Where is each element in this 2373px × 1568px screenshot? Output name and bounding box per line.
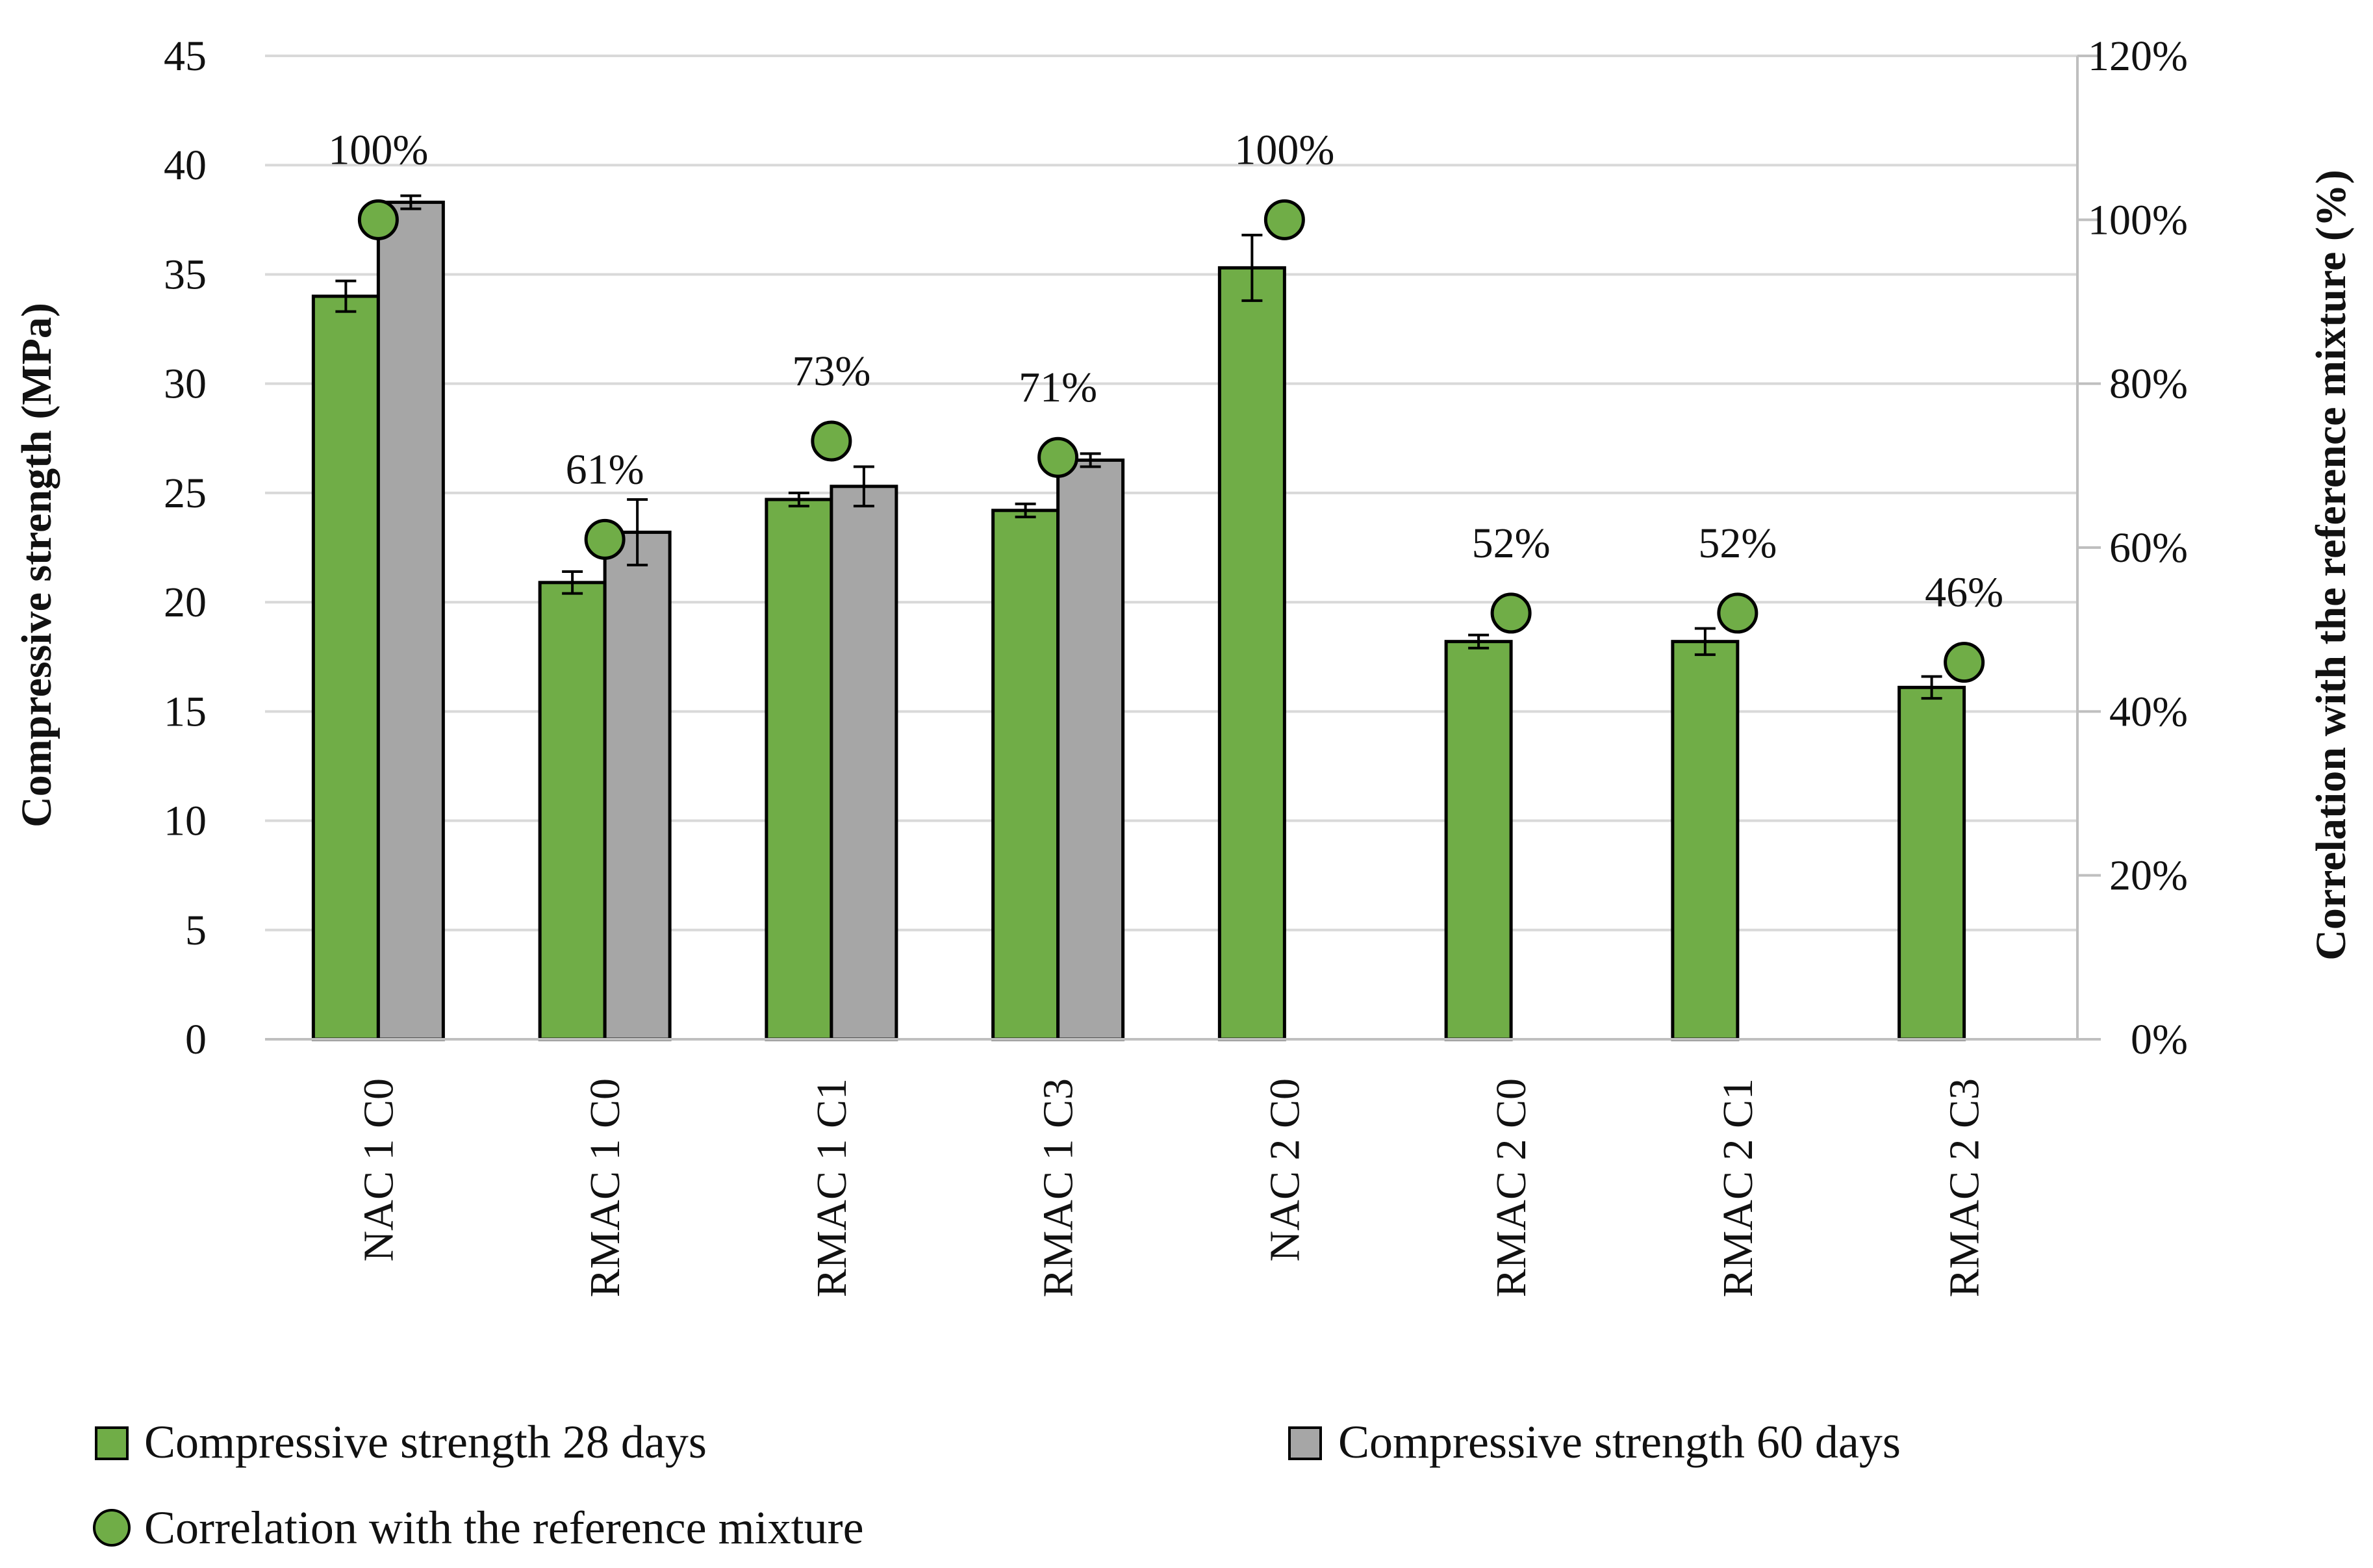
x-category-label: NAC 2 C0 <box>1261 1078 1308 1261</box>
bar-28-days <box>1671 640 1740 1041</box>
y-axis-right-title: Correlation with the reference mixture (… <box>2307 170 2355 961</box>
y-tick-label: 30 <box>164 360 207 408</box>
correlation-label: 71% <box>1019 364 1097 411</box>
x-category-label: RMAC 1 C1 <box>808 1078 856 1297</box>
y2-tick-label: 100% <box>2088 196 2188 244</box>
y-axis-left-ticks: 0 5 10 15 20 25 30 35 40 45 <box>164 32 207 1063</box>
gridlines <box>265 55 2077 931</box>
correlation-markers <box>357 199 1985 683</box>
legend-label-28-days: Compressive strength 28 days <box>144 1416 707 1468</box>
error-bars <box>335 194 1942 700</box>
correlation-marker <box>584 518 626 560</box>
bar-28-days <box>1217 266 1286 1041</box>
legend-item-28-days: Compressive strength 28 days <box>95 1416 707 1468</box>
bar-28-days <box>311 294 380 1041</box>
correlation-label: 100% <box>328 126 428 173</box>
x-category-label: RMAC 2 C1 <box>1714 1078 1762 1297</box>
y-tick-label: 10 <box>164 798 207 845</box>
correlation-marker <box>1490 592 1532 634</box>
legend: Compressive strength 28 days Compressive… <box>93 1416 1901 1554</box>
bars <box>311 200 1966 1041</box>
legend-swatch-60-days <box>1288 1426 1322 1460</box>
y-tick-label: 15 <box>164 688 207 735</box>
correlation-data-labels: 100% 61% 73% 71% 100% 52% 52% 46% <box>328 126 2003 616</box>
y-tick-label: 35 <box>164 251 207 298</box>
legend-marker-correlation <box>93 1509 131 1547</box>
correlation-label: 52% <box>1472 520 1551 567</box>
correlation-marker <box>357 199 399 240</box>
x-category-label: RMAC 1 C0 <box>581 1078 629 1297</box>
bar-60-days <box>376 200 445 1041</box>
y-tick-label: 20 <box>164 579 207 626</box>
correlation-label: 61% <box>566 446 644 493</box>
legend-item-correlation: Correlation with the reference mixture <box>93 1502 864 1554</box>
correlation-label: 73% <box>792 348 870 395</box>
bar-28-days <box>1897 685 1966 1041</box>
y2-tick-label: 0% <box>2131 1016 2188 1063</box>
bar-28-days <box>1444 640 1513 1041</box>
legend-label-60-days: Compressive strength 60 days <box>1338 1416 1901 1468</box>
legend-swatch-28-days <box>95 1426 129 1460</box>
correlation-marker <box>1944 642 1985 683</box>
bar-60-days <box>830 485 898 1041</box>
y-tick-label: 40 <box>164 142 207 189</box>
x-category-label: RMAC 1 C3 <box>1035 1078 1082 1297</box>
y2-tick-label: 80% <box>2109 360 2188 408</box>
y2-tick-label: 40% <box>2109 688 2188 735</box>
correlation-label: 46% <box>1925 569 2003 616</box>
correlation-label: 100% <box>1234 126 1334 173</box>
y-tick-label: 5 <box>185 907 207 954</box>
x-category-label: RMAC 2 C0 <box>1488 1078 1535 1297</box>
y-axis-left-title: Compressive strength (MPa) <box>13 303 60 828</box>
correlation-marker <box>1263 199 1305 240</box>
axes <box>265 56 2079 1041</box>
bar-28-days <box>765 498 833 1041</box>
x-category-label: NAC 1 C0 <box>355 1078 402 1261</box>
y2-tick-label: 60% <box>2109 524 2188 572</box>
bar-60-days <box>1056 458 1125 1041</box>
y-axis-right-ticks: 0% 20% 40% 60% 80% 100% 120% <box>2077 32 2188 1063</box>
legend-label-correlation: Correlation with the reference mixture <box>144 1502 864 1554</box>
y2-tick-label: 120% <box>2088 32 2188 80</box>
bar-60-days <box>603 530 672 1041</box>
correlation-label: 52% <box>1698 520 1777 567</box>
bar-28-days <box>538 581 607 1041</box>
y-tick-label: 25 <box>164 470 207 517</box>
y-tick-label: 0 <box>185 1016 207 1063</box>
correlation-marker <box>1037 436 1079 478</box>
y-tick-label: 45 <box>164 32 207 80</box>
correlation-marker <box>811 420 852 462</box>
bar-28-days <box>991 509 1060 1041</box>
x-category-label: RMAC 2 C3 <box>1941 1078 1988 1297</box>
y2-tick-label: 20% <box>2109 852 2188 900</box>
correlation-marker <box>1717 592 1758 634</box>
x-axis-category-labels: NAC 1 C0 RMAC 1 C0 RMAC 1 C1 RMAC 1 C3 NAC 2… <box>355 1078 1988 1297</box>
legend-item-60-days: Compressive strength 60 days <box>1288 1416 1901 1468</box>
